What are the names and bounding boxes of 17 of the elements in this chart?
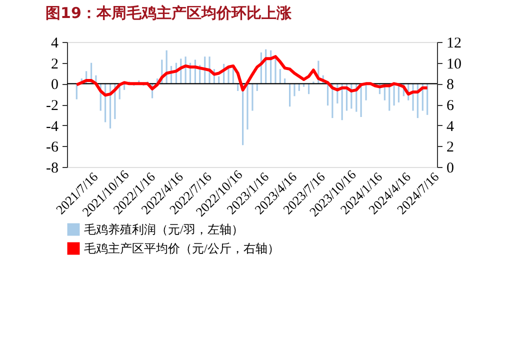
y2-tick-label: 10 xyxy=(446,56,462,72)
y-tick-label: -8 xyxy=(46,160,58,176)
y-tick-label: 2 xyxy=(51,56,58,72)
legend-label: 毛鸡养殖利润（元/羽，左轴） xyxy=(84,222,244,236)
y-tick-label: -4 xyxy=(46,118,59,135)
y2-tick-label: 6 xyxy=(446,98,454,114)
y2-tick-label: 4 xyxy=(446,118,454,135)
chart-title: 图19：本周毛鸡主产区均价环比上涨 xyxy=(46,4,292,22)
legend-label: 毛鸡主产区平均价（元/公斤，右轴） xyxy=(84,242,280,256)
y-tick-label: -6 xyxy=(46,140,59,156)
y2-tick-label: 12 xyxy=(446,36,462,52)
y2-tick-label: 2 xyxy=(446,140,454,156)
y2-tick-label: 8 xyxy=(446,77,454,94)
y-tick-label: 4 xyxy=(51,36,59,52)
y2-tick-label: 0 xyxy=(446,160,454,176)
y-tick-label: 0 xyxy=(51,77,58,94)
y-tick-label: -2 xyxy=(46,98,58,114)
